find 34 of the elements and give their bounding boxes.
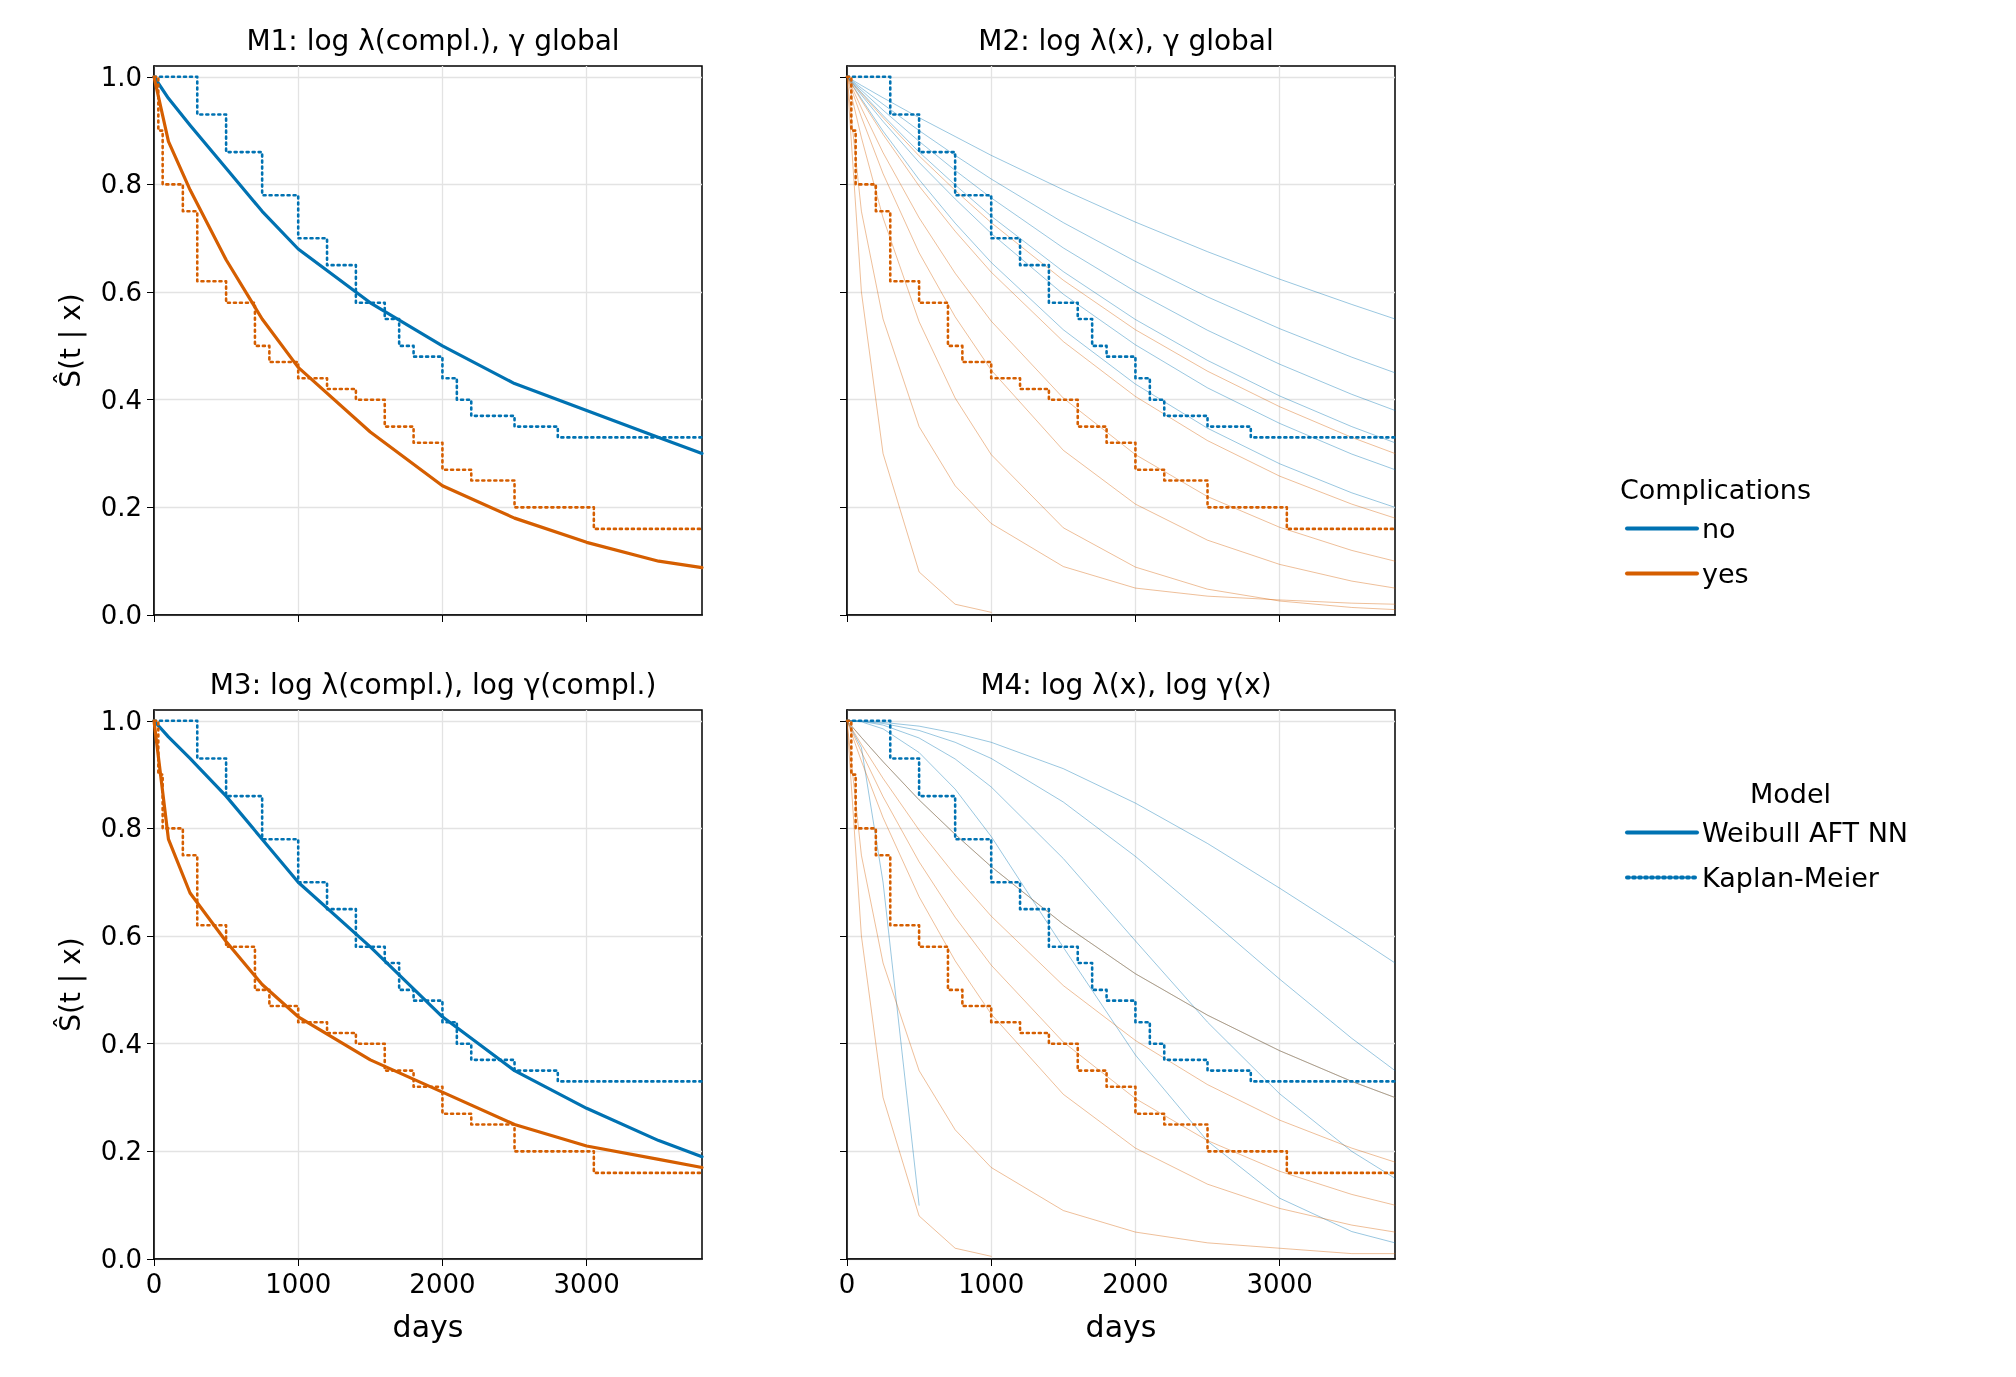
legend-title: Model [1750,778,1832,809]
chart-title: M3: log λ(compl.), log γ(compl.) [209,667,657,701]
legend-label: no [1702,513,1736,544]
y-tick-label: 0.0 [100,600,142,630]
x-tick-label: 2000 [1102,1269,1169,1299]
x-tick-label: 2000 [409,1269,476,1299]
chart-title: M4: log λ(x), log γ(x) [980,667,1272,701]
y-tick-label: 0.6 [100,277,142,308]
legend-title: Complications [1620,474,1811,505]
y-tick-label: 0.4 [100,384,142,415]
y-axis-title: Ŝ(t | x) [52,293,87,388]
y-tick-label: 1.0 [100,61,142,92]
x-tick-label: 3000 [1246,1269,1313,1299]
y-tick-label: 0.8 [100,169,142,200]
x-tick-label: 1000 [958,1269,1025,1299]
legend-label: Weibull AFT NN [1702,817,1909,848]
y-axis-title: Ŝ(t | x) [52,937,87,1032]
x-tick-label: 0 [838,1269,856,1299]
legend-label: yes [1702,558,1749,589]
chart-title: M2: log λ(x), γ global [978,23,1274,57]
y-tick-label: 0.8 [100,813,142,844]
x-axis-title: days [392,1308,464,1344]
y-tick-label: 0.0 [100,1244,142,1274]
x-tick-label: 1000 [265,1269,332,1299]
legend-label: Kaplan-Meier [1702,862,1880,893]
y-tick-label: 0.2 [100,492,142,523]
x-tick-label: 0 [145,1269,163,1299]
chart-title: M1: log λ(compl.), γ global [246,23,620,57]
y-tick-label: 0.6 [100,921,142,952]
x-axis-title: days [1085,1308,1157,1344]
x-tick-label: 3000 [553,1269,620,1299]
y-tick-label: 0.4 [100,1028,142,1059]
y-tick-label: 0.2 [100,1136,142,1167]
y-tick-label: 1.0 [100,705,142,736]
